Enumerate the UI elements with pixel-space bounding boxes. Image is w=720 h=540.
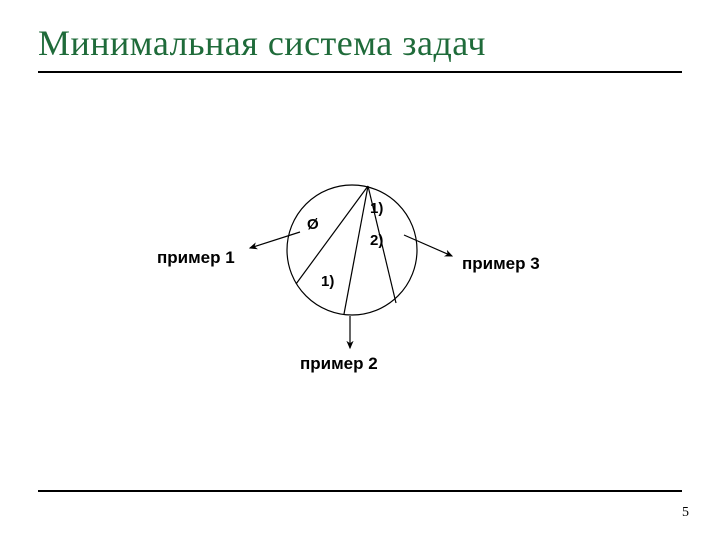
sector-label-one_b: 1): [321, 273, 334, 290]
sector-label-one_a: 1): [370, 200, 383, 217]
title-wrap: Минимальная система задач: [38, 22, 682, 64]
chord-1: [296, 186, 368, 284]
slide: Минимальная система задач Ø 1) 2) 1) пример …: [0, 0, 720, 540]
divider-bottom: [38, 490, 682, 492]
chord-2: [344, 186, 368, 314]
page-number: 5: [682, 505, 689, 521]
example-label-ex1: пример 1: [157, 248, 235, 268]
page-title: Минимальная система задач: [38, 22, 682, 64]
diagram-circle: [287, 185, 417, 315]
example-label-ex3: пример 3: [462, 254, 540, 274]
example-label-ex2: пример 2: [300, 354, 378, 374]
sector-label-empty: Ø: [307, 216, 319, 233]
divider-top: [38, 71, 682, 73]
diagram-svg: [0, 0, 720, 540]
arrow-1: [250, 232, 300, 248]
sector-label-two: 2): [370, 232, 383, 249]
arrow-3: [404, 235, 452, 256]
